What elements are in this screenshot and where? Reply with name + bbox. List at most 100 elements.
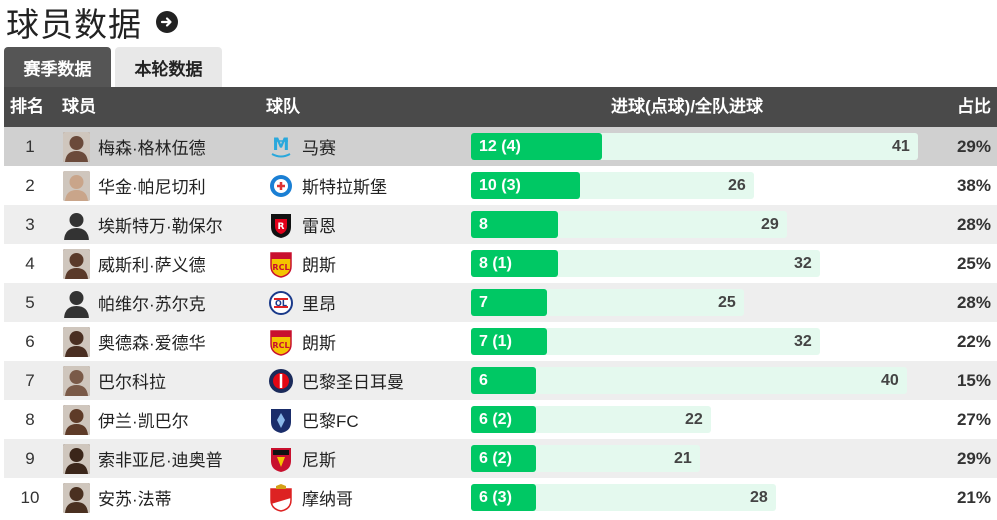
team-name[interactable]: 尼斯 <box>302 451 336 470</box>
rank-cell: 2 <box>25 175 35 195</box>
table-row[interactable]: 7 巴尔科拉 巴黎圣日耳曼 6 40 15% <box>4 361 997 400</box>
arrow-right-circle-icon[interactable] <box>156 11 178 33</box>
goals-bar: 6 (3) 28 <box>471 478 941 517</box>
player-name[interactable]: 威斯利·萨义德 <box>98 256 206 275</box>
table-row[interactable]: 1 梅森·格林伍德 M 马赛 12 (4) 41 29% <box>4 127 997 166</box>
header-team[interactable]: 球队 <box>266 97 300 116</box>
goals-bar: 12 (4) 41 <box>471 127 941 166</box>
team-name[interactable]: 雷恩 <box>302 217 336 236</box>
goals-bar: 7 25 <box>471 283 941 322</box>
table-row[interactable]: 5 帕维尔·苏尔克 OL 里昂 7 25 28% <box>4 283 997 322</box>
player-name[interactable]: 索非亚尼·迪奥普 <box>98 451 223 470</box>
header-rank[interactable]: 排名 <box>10 97 44 116</box>
player-name[interactable]: 埃斯特万·勒保尔 <box>98 217 223 236</box>
team-name[interactable]: 马赛 <box>302 139 336 158</box>
player-photo-cell[interactable] <box>62 205 90 244</box>
player-goals-bar: 7 (1) <box>471 328 547 355</box>
player-name[interactable]: 梅森·格林伍德 <box>98 139 206 158</box>
table-row[interactable]: 6 奥德森·爱德华 RCL 朗斯 7 (1) 32 22% <box>4 322 997 361</box>
player-name[interactable]: 安苏·法蒂 <box>98 490 172 509</box>
rennes-logo-icon[interactable]: R <box>266 205 296 244</box>
player-photo-cell[interactable] <box>62 478 90 517</box>
monaco-logo-icon[interactable] <box>266 478 296 517</box>
goal-share-pct: 29% <box>956 448 991 468</box>
team-name[interactable]: 巴黎圣日耳曼 <box>302 373 404 392</box>
marseille-logo-icon[interactable]: M <box>266 127 296 166</box>
player-goals-bar: 12 (4) <box>471 133 602 160</box>
player-goals-bar: 7 <box>471 289 547 316</box>
lens-logo-icon[interactable]: RCL <box>266 322 296 361</box>
table-row[interactable]: 3 埃斯特万·勒保尔 R 雷恩 8 29 28% <box>4 205 997 244</box>
team-name[interactable]: 巴黎FC <box>302 412 359 431</box>
table-row[interactable]: 9 索非亚尼·迪奥普 尼斯 6 (2) 21 29% <box>4 439 997 478</box>
nice-logo-icon[interactable] <box>266 439 296 478</box>
player-name[interactable]: 巴尔科拉 <box>98 373 166 392</box>
tab-season-stats[interactable]: 赛季数据 <box>4 47 111 87</box>
goals-bar: 10 (3) 26 <box>471 166 941 205</box>
header-goals[interactable]: 进球(点球)/全队进球 <box>611 97 764 116</box>
svg-text:RCL: RCL <box>272 341 289 350</box>
player-photo-cell[interactable] <box>62 400 90 439</box>
player-goals-bar: 6 (2) <box>471 445 536 472</box>
table-row[interactable]: 8 伊兰·凯巴尔 巴黎FC 6 (2) 22 27% <box>4 400 997 439</box>
rank-cell: 3 <box>25 214 35 234</box>
rank-cell: 8 <box>25 409 35 429</box>
goal-share-pct: 25% <box>956 253 991 273</box>
player-photo-cell[interactable] <box>62 439 90 478</box>
table-row[interactable]: 4 威斯利·萨义德 RCL 朗斯 8 (1) 32 25% <box>4 244 997 283</box>
team-name[interactable]: 朗斯 <box>302 256 336 275</box>
player-goals-bar: 10 (3) <box>471 172 580 199</box>
goal-share-pct: 28% <box>956 214 991 234</box>
team-goals-label: 29 <box>761 216 779 233</box>
team-goals-label: 32 <box>794 333 812 350</box>
rank-cell: 5 <box>25 292 35 312</box>
team-goals-label: 22 <box>685 411 703 428</box>
goal-share-pct: 21% <box>956 487 991 507</box>
team-goals-label: 21 <box>674 450 692 467</box>
lens-logo-icon[interactable]: RCL <box>266 244 296 283</box>
goals-bar: 7 (1) 32 <box>471 322 941 361</box>
svg-text:R: R <box>278 222 285 232</box>
table-row[interactable]: 2 华金·帕尼切利 斯特拉斯堡 10 (3) 26 38% <box>4 166 997 205</box>
lyon-logo-icon[interactable]: OL <box>266 283 296 322</box>
svg-text:OL: OL <box>275 299 287 308</box>
player-photo <box>62 248 90 279</box>
rank-cell: 9 <box>25 448 35 468</box>
player-photo <box>62 443 90 474</box>
goals-bar: 6 40 <box>471 361 941 400</box>
page-header: 球员数据 <box>6 0 178 44</box>
tab-round-stats[interactable]: 本轮数据 <box>115 47 222 87</box>
player-name[interactable]: 华金·帕尼切利 <box>98 178 206 197</box>
player-name[interactable]: 帕维尔·苏尔克 <box>98 295 206 314</box>
player-photo <box>62 170 90 201</box>
goals-bar: 8 29 <box>471 205 941 244</box>
goals-bar: 8 (1) 32 <box>471 244 941 283</box>
player-photo-cell[interactable] <box>62 166 90 205</box>
strasbourg-logo-icon[interactable] <box>266 166 296 205</box>
player-photo <box>62 404 90 435</box>
header-pct[interactable]: 占比 <box>957 97 991 116</box>
table-row[interactable]: 10 安苏·法蒂 摩纳哥 6 (3) 28 21% <box>4 478 997 517</box>
player-photo-cell[interactable] <box>62 283 90 322</box>
paris-fc-logo-icon[interactable] <box>266 400 296 439</box>
team-name[interactable]: 里昂 <box>302 295 336 314</box>
player-photo-cell[interactable] <box>62 244 90 283</box>
header-player[interactable]: 球员 <box>62 97 96 116</box>
psg-logo-icon[interactable] <box>266 361 296 400</box>
team-goals-label: 41 <box>892 138 910 155</box>
rank-cell: 10 <box>20 487 40 507</box>
player-name[interactable]: 伊兰·凯巴尔 <box>98 412 189 431</box>
player-photo-cell[interactable] <box>62 127 90 166</box>
team-name[interactable]: 摩纳哥 <box>302 490 353 509</box>
team-name[interactable]: 朗斯 <box>302 334 336 353</box>
goal-share-pct: 27% <box>956 409 991 429</box>
team-goals-label: 40 <box>881 372 899 389</box>
rank-cell: 7 <box>25 370 35 390</box>
rank-cell: 6 <box>25 331 35 351</box>
team-name[interactable]: 斯特拉斯堡 <box>302 178 387 197</box>
player-name[interactable]: 奥德森·爱德华 <box>98 334 206 353</box>
player-photo-cell[interactable] <box>62 361 90 400</box>
player-photo-cell[interactable] <box>62 322 90 361</box>
svg-text:M: M <box>273 135 290 155</box>
team-goals-label: 28 <box>750 489 768 506</box>
